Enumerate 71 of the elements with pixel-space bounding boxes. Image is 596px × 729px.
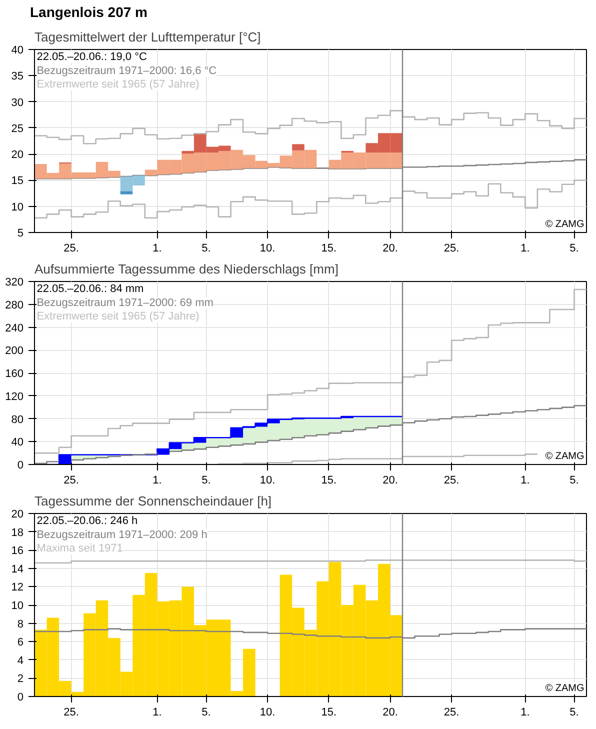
y-tick-label: 200 bbox=[5, 345, 24, 358]
x-tick-label: 25. bbox=[444, 242, 460, 254]
y-tick-label: 5 bbox=[17, 228, 24, 240]
x-tick-label: 25. bbox=[444, 474, 460, 486]
x-tick-label: 1. bbox=[520, 474, 530, 486]
x-tick-label: 15. bbox=[321, 706, 337, 718]
y-tick-label: 10 bbox=[11, 201, 24, 214]
x-tick-label: 1. bbox=[152, 242, 162, 254]
y-tick-label: 10 bbox=[11, 600, 24, 612]
y-tick-label: 35 bbox=[11, 70, 24, 83]
y-tick-label: 14 bbox=[11, 563, 24, 576]
chart-subtitle: Tagesmittelwert der Lufttemperatur [°C] bbox=[34, 30, 261, 44]
y-tick-label: 0 bbox=[17, 692, 24, 704]
y-tick-label: 4 bbox=[17, 654, 24, 667]
y-tick-label: 30 bbox=[11, 96, 24, 109]
y-tick-label: 15 bbox=[11, 175, 24, 188]
y-tick-label: 18 bbox=[11, 526, 24, 539]
y-tick-label: 240 bbox=[5, 322, 24, 334]
y-tick-label: 80 bbox=[11, 414, 24, 426]
x-tick-label: 15. bbox=[321, 474, 337, 486]
x-tick-label: 10. bbox=[260, 474, 276, 486]
chart-title: Tagessumme der Sonnenscheindauer [h] bbox=[34, 494, 272, 508]
x-tick-label: 5. bbox=[570, 474, 579, 486]
annotation: © ZAMG bbox=[545, 682, 585, 694]
x-tick-label: 25. bbox=[64, 706, 79, 718]
x-tick-label: 1. bbox=[520, 242, 530, 254]
x-tick-label: 1. bbox=[152, 474, 162, 486]
x-tick-label: 1. bbox=[520, 706, 530, 718]
annotation: 22.05.–20.06.: 84 mm bbox=[36, 283, 144, 296]
y-tick-label: 6 bbox=[17, 636, 24, 649]
annotation: 22.05.–20.06.: 246 h bbox=[36, 515, 138, 528]
x-tick-label: 10. bbox=[260, 706, 276, 718]
y-tick-label: 160 bbox=[5, 368, 24, 380]
y-tick-label: 280 bbox=[5, 299, 24, 312]
y-tick-label: 16 bbox=[11, 545, 24, 558]
x-tick-label: 20. bbox=[382, 474, 398, 486]
y-tick-label: 120 bbox=[5, 390, 24, 403]
chart-title: Langenlois 207 m bbox=[30, 4, 148, 20]
y-tick-label: 40 bbox=[11, 436, 24, 449]
annotation: © ZAMG bbox=[545, 218, 585, 230]
y-tick-label: 0 bbox=[17, 460, 24, 472]
annotation: Extremwerte seit 1965 (57 Jahre) bbox=[36, 310, 200, 323]
x-tick-label: 5. bbox=[570, 242, 579, 254]
x-tick-label: 25. bbox=[444, 706, 460, 718]
x-tick-label: 25. bbox=[64, 474, 79, 486]
y-tick-label: 320 bbox=[5, 276, 24, 288]
y-tick-label: 8 bbox=[17, 618, 24, 630]
annotation: 22.05.–20.06.: 19,0 °C bbox=[36, 51, 147, 64]
annotation: Extremwerte seit 1965 (57 Jahre) bbox=[36, 78, 200, 91]
x-tick-label: 5. bbox=[202, 706, 211, 718]
y-tick-label: 12 bbox=[11, 582, 24, 594]
annotation: © ZAMG bbox=[545, 450, 585, 462]
x-tick-label: 15. bbox=[321, 242, 337, 254]
x-tick-label: 10. bbox=[260, 242, 276, 254]
y-tick-label: 20 bbox=[11, 508, 24, 520]
x-tick-label: 5. bbox=[570, 706, 579, 718]
annotation: Bezugszeitraum 1971–2000: 16,6 °C bbox=[36, 64, 217, 77]
y-tick-label: 40 bbox=[11, 44, 24, 56]
chart-title: Aufsummierte Tagessumme des Niederschlags [mm] bbox=[34, 262, 338, 276]
annotation: Bezugszeitraum 1971–2000: 69 mm bbox=[36, 296, 214, 309]
x-tick-label: 5. bbox=[202, 474, 211, 486]
x-tick-label: 5. bbox=[202, 242, 211, 254]
annotation: Maxima seit 1971 bbox=[36, 542, 123, 555]
annotation: Bezugszeitraum 1971–2000: 209 h bbox=[36, 528, 208, 541]
y-tick-label: 20 bbox=[11, 149, 24, 162]
x-tick-label: 20. bbox=[382, 706, 398, 718]
x-tick-label: 25. bbox=[64, 242, 79, 254]
x-tick-label: 1. bbox=[152, 706, 162, 718]
y-tick-label: 25 bbox=[11, 122, 24, 135]
x-tick-label: 20. bbox=[382, 242, 398, 254]
y-tick-label: 2 bbox=[17, 673, 24, 686]
